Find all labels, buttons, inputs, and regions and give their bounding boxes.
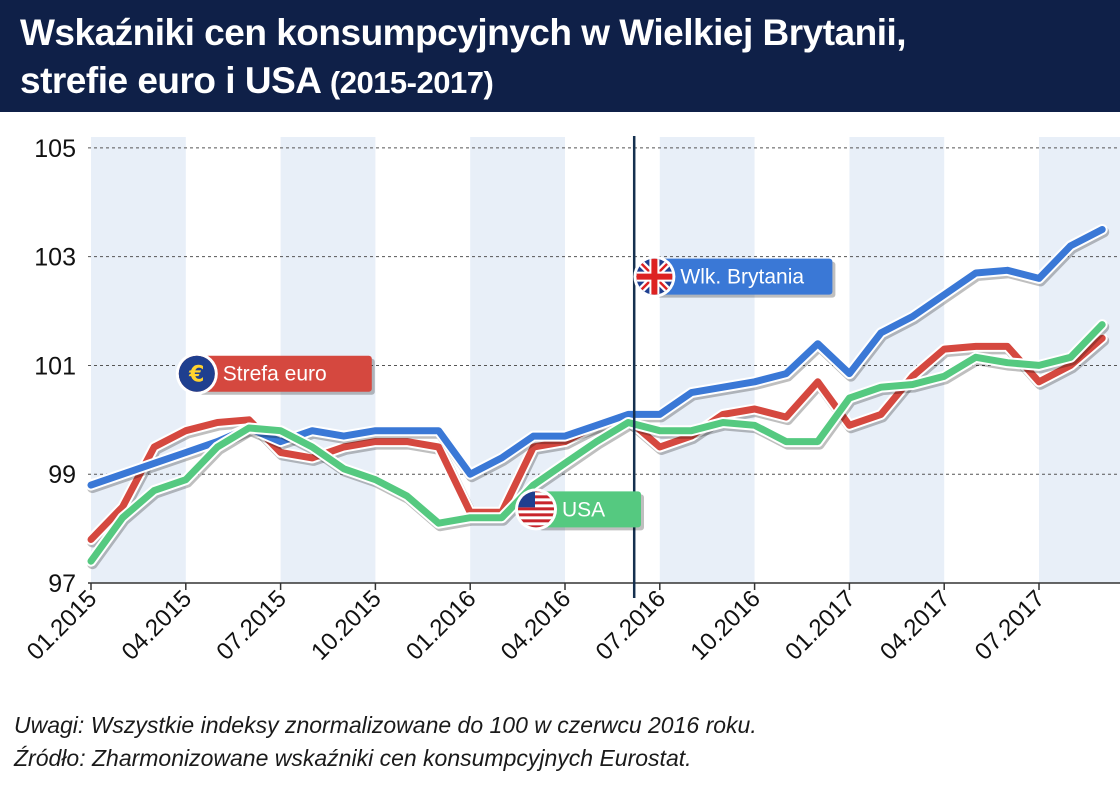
x-tick-label: 01.2017 (780, 585, 860, 665)
label-box (196, 355, 372, 392)
title-bar: Wskaźniki cen konsumpcyjnych w Wielkiej … (0, 0, 1120, 112)
chart-title-line-2: strefie euro i USA (2015-2017) (20, 60, 494, 102)
x-tick-label: 04.2015 (117, 585, 197, 665)
cpi-line-chart: 97 99 101 103 105 01.2015 04.2015 07.2015 10.20… (22, 135, 1120, 666)
x-tick-label: 04.2016 (496, 585, 576, 665)
y-tick-label: 99 (48, 461, 76, 489)
x-tick-label: 07.2015 (211, 585, 291, 665)
y-axis-ticks: 97 99 101 103 105 (34, 135, 76, 598)
label-text: Strefa euro (223, 363, 327, 386)
series-line-us-flag (87, 321, 1106, 565)
series-lines (85, 224, 1110, 570)
chart-title-region: strefie euro i USA (20, 60, 321, 101)
y-tick-label: 101 (34, 352, 76, 380)
label-box (654, 258, 833, 295)
quarter-band (659, 137, 755, 583)
note-source: Źródło: Zharmonizowane wskaźniki cen kon… (14, 745, 692, 771)
euro-icon: € (178, 355, 215, 392)
label-text: USA (562, 498, 605, 521)
chart-title-line-1: Wskaźniki cen konsumpcyjnych w Wielkiej … (20, 12, 907, 53)
label-box (536, 491, 641, 528)
label-uk-flag: Wlk. Brytania (633, 255, 836, 298)
x-tick-label: 10.2016 (685, 585, 765, 665)
x-tick-label: 04.2017 (875, 585, 955, 665)
series-labels: Wlk. Brytania € Strefa euro USA (175, 255, 836, 531)
y-tick-label: 105 (34, 135, 76, 163)
x-tick-label: 10.2015 (306, 585, 386, 665)
x-axis-ticks: 01.2015 04.2015 07.2015 10.2015 01.2016 04.20… (22, 583, 1050, 666)
y-tick-label: 103 (34, 244, 76, 272)
note-normalization: Uwagi: Wszystkie indeksy znormalizowane … (14, 712, 757, 738)
x-tick-label: 07.2017 (970, 585, 1050, 665)
quarter-band (91, 137, 186, 583)
grid-lines (88, 147, 1120, 584)
x-tick-label: 01.2016 (401, 585, 481, 665)
label-us-flag: USA (515, 488, 644, 531)
us-flag-icon (518, 491, 554, 528)
x-tick-label: 07.2016 (591, 585, 671, 665)
label-text: Wlk. Brytania (680, 266, 804, 289)
chart-title-years: (2015-2017) (329, 65, 494, 100)
label-euro: € Strefa euro (175, 352, 375, 395)
svg-text:€: € (188, 363, 204, 388)
y-tick-label: 97 (48, 570, 76, 598)
